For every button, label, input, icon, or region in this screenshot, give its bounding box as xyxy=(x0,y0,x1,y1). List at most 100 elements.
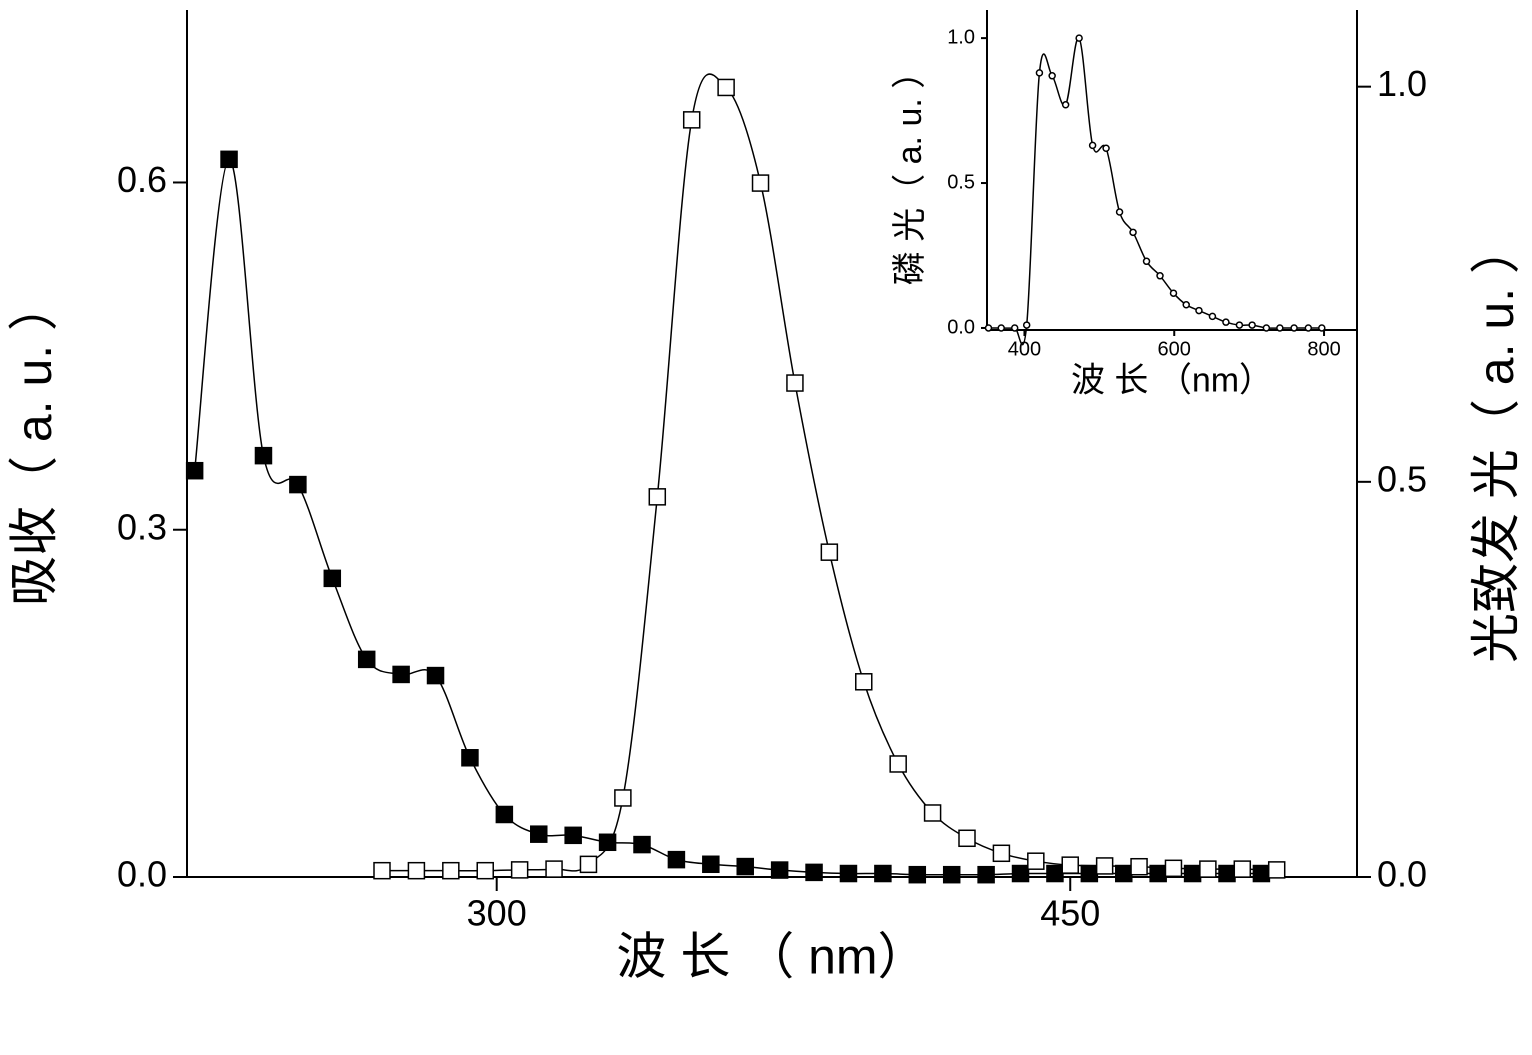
y-tick-label: 0.5 xyxy=(947,171,975,193)
marker xyxy=(1142,257,1151,266)
marker xyxy=(1075,34,1083,42)
marker xyxy=(751,174,770,192)
marker xyxy=(407,861,426,880)
marker xyxy=(220,150,238,169)
marker xyxy=(1252,864,1271,883)
marker xyxy=(1164,859,1183,878)
marker xyxy=(942,865,961,884)
marker xyxy=(1027,852,1045,870)
marker xyxy=(530,825,548,843)
marker xyxy=(461,749,479,767)
series-line xyxy=(988,37,1322,346)
marker xyxy=(426,666,445,685)
y2-axis-title: 光致发 光（ a. u. ） xyxy=(1468,224,1524,663)
x-axis-title: 波 长 （nm） xyxy=(1071,361,1273,399)
marker xyxy=(1182,301,1190,309)
marker xyxy=(889,755,907,773)
x-tick-label: 600 xyxy=(1158,338,1191,360)
marker xyxy=(786,374,804,392)
marker xyxy=(1061,856,1079,874)
marker xyxy=(923,804,942,822)
marker xyxy=(1061,101,1070,109)
marker xyxy=(545,860,563,878)
marker xyxy=(1115,864,1133,883)
marker xyxy=(736,857,754,876)
marker xyxy=(855,673,873,691)
marker xyxy=(1233,860,1252,878)
marker xyxy=(1208,312,1217,321)
marker xyxy=(1115,208,1124,216)
marker xyxy=(1195,306,1203,315)
marker xyxy=(717,78,735,97)
marker xyxy=(874,864,892,883)
marker xyxy=(289,475,307,494)
marker xyxy=(992,844,1011,863)
marker xyxy=(1235,321,1244,329)
marker xyxy=(1276,324,1284,332)
marker xyxy=(476,861,494,880)
y2-tick-label: 0.5 xyxy=(1377,458,1427,499)
marker xyxy=(564,826,582,845)
marker xyxy=(648,488,667,506)
x-tick-label: 300 xyxy=(467,893,527,934)
marker xyxy=(1199,860,1217,878)
marker xyxy=(997,324,1005,332)
marker xyxy=(1169,289,1178,297)
marker xyxy=(1218,864,1236,883)
marker xyxy=(1130,857,1148,876)
y-tick-label: 0.6 xyxy=(117,159,167,200)
series-line xyxy=(382,73,1277,872)
marker xyxy=(977,865,995,884)
marker xyxy=(510,861,529,879)
marker xyxy=(770,861,789,879)
marker xyxy=(1267,861,1286,879)
x-tick-label: 450 xyxy=(1040,893,1100,934)
x-tick-label: 400 xyxy=(1008,338,1041,360)
marker xyxy=(839,864,858,883)
marker xyxy=(392,665,410,684)
y-axis-title: 吸收（ a. u. ） xyxy=(6,281,62,606)
marker xyxy=(667,850,686,869)
marker xyxy=(1248,321,1256,329)
y-tick-label: 0.0 xyxy=(947,316,975,338)
marker xyxy=(702,855,720,874)
marker xyxy=(1318,324,1326,332)
marker xyxy=(614,789,632,807)
marker xyxy=(1046,864,1064,883)
marker xyxy=(1290,324,1298,332)
marker xyxy=(185,461,204,480)
x-axis-title: 波 长 （ nm） xyxy=(616,929,927,985)
marker xyxy=(442,861,460,880)
marker xyxy=(1095,857,1114,875)
marker xyxy=(958,829,976,848)
y-tick-label: 1.0 xyxy=(947,26,975,48)
marker xyxy=(1048,72,1056,80)
marker xyxy=(1183,864,1202,883)
marker xyxy=(1262,324,1271,332)
marker xyxy=(254,446,273,465)
marker xyxy=(820,543,839,561)
y2-tick-label: 0.0 xyxy=(1377,854,1427,895)
y-tick-label: 0.0 xyxy=(117,854,167,895)
marker xyxy=(323,569,342,588)
marker xyxy=(1304,324,1313,332)
marker xyxy=(373,861,391,880)
marker xyxy=(633,835,651,854)
marker xyxy=(805,863,823,882)
marker xyxy=(579,855,598,874)
marker xyxy=(495,805,514,824)
marker xyxy=(1088,141,1097,150)
series-line xyxy=(193,158,1262,876)
y-tick-label: 0.3 xyxy=(117,506,167,547)
marker xyxy=(1102,144,1110,153)
marker xyxy=(1129,228,1137,237)
y2-tick-label: 1.0 xyxy=(1377,63,1427,104)
x-tick-label: 800 xyxy=(1307,338,1340,360)
marker xyxy=(1222,318,1230,326)
marker xyxy=(1080,864,1099,883)
marker xyxy=(1022,321,1031,329)
marker xyxy=(1035,69,1044,77)
y-axis-title: 磷 光（ a. u. ） xyxy=(891,55,929,286)
